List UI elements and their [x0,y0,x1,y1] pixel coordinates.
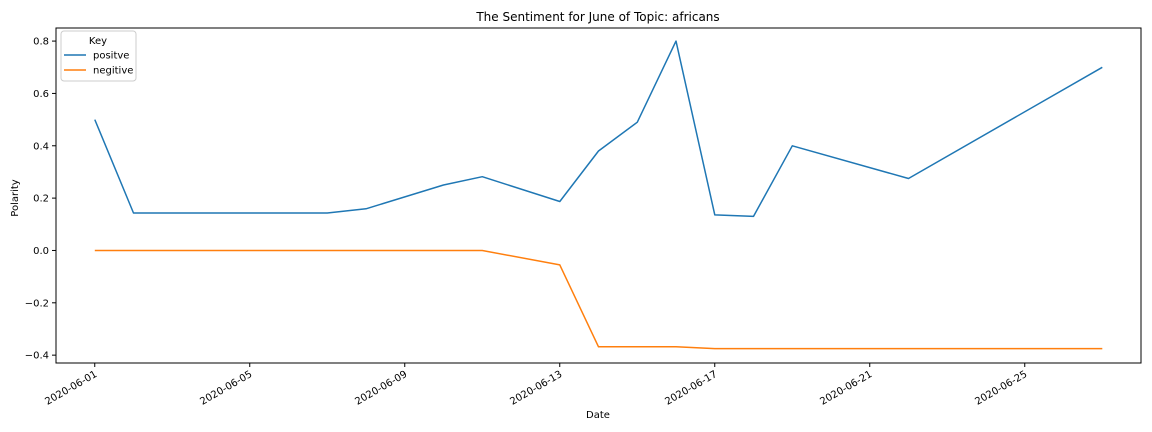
plot-frame [55,27,1142,364]
x-tick-label: 2020-06-05 [198,369,254,408]
series-line-negitive [94,249,1103,350]
y-tick-label: 0.2 [33,194,49,205]
y-tick-label: 0.4 [33,141,49,152]
x-tick-label: 2020-06-13 [508,369,564,408]
legend-box [60,30,137,82]
x-axis-label: Date [586,410,610,421]
x-tick-label: 2020-06-21 [818,369,874,408]
y-axis-label: Polarity [10,179,21,217]
legend-title: Key [89,36,107,47]
x-tick-label: 2020-06-01 [43,369,99,408]
chart-title: The Sentiment for June of Topic: african… [475,10,719,24]
series-line-positve [94,40,1103,218]
y-tick-label: 0.8 [33,37,49,48]
legend: Key positve negitive [60,30,137,82]
legend-label: negitive [93,66,133,77]
y-tick-label: −0.2 [25,298,49,309]
x-tick-label: 2020-06-17 [663,369,719,408]
y-tick-label: 0.0 [33,246,49,257]
x-tick-label: 2020-06-25 [973,369,1029,408]
y-tick-label: 0.6 [33,89,49,100]
legend-label: positve [93,51,129,62]
x-tick-label: 2020-06-09 [353,369,409,408]
y-tick-label: −0.4 [25,351,49,362]
